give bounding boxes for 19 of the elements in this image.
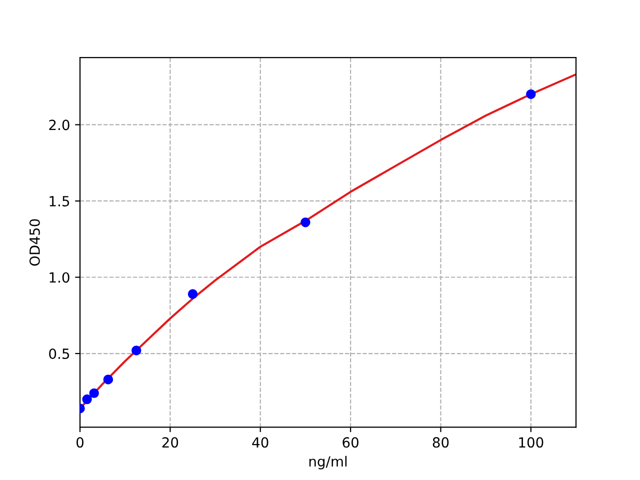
point xyxy=(526,89,536,100)
x-tick-label: 0 xyxy=(76,437,84,448)
x-tick-label: 100 xyxy=(519,437,544,448)
x-tick-label: 20 xyxy=(162,437,178,448)
point xyxy=(89,388,99,398)
y-tick-label: 1.0 xyxy=(50,272,70,283)
point xyxy=(82,394,92,404)
x-tick-label: 60 xyxy=(342,437,358,448)
x-axis-title: ng/ml xyxy=(309,456,347,470)
point xyxy=(300,217,310,228)
x-tick-label: 40 xyxy=(252,437,268,448)
y-axis-title: OD450 xyxy=(29,219,40,266)
x-tick-label: 80 xyxy=(432,437,449,448)
point xyxy=(103,374,114,384)
y-tick-label: 2.0 xyxy=(49,120,70,130)
point xyxy=(188,289,198,299)
y-tick-label: 1.5 xyxy=(50,196,70,206)
point xyxy=(132,346,142,356)
y-tick-label: 0.5 xyxy=(49,348,70,359)
